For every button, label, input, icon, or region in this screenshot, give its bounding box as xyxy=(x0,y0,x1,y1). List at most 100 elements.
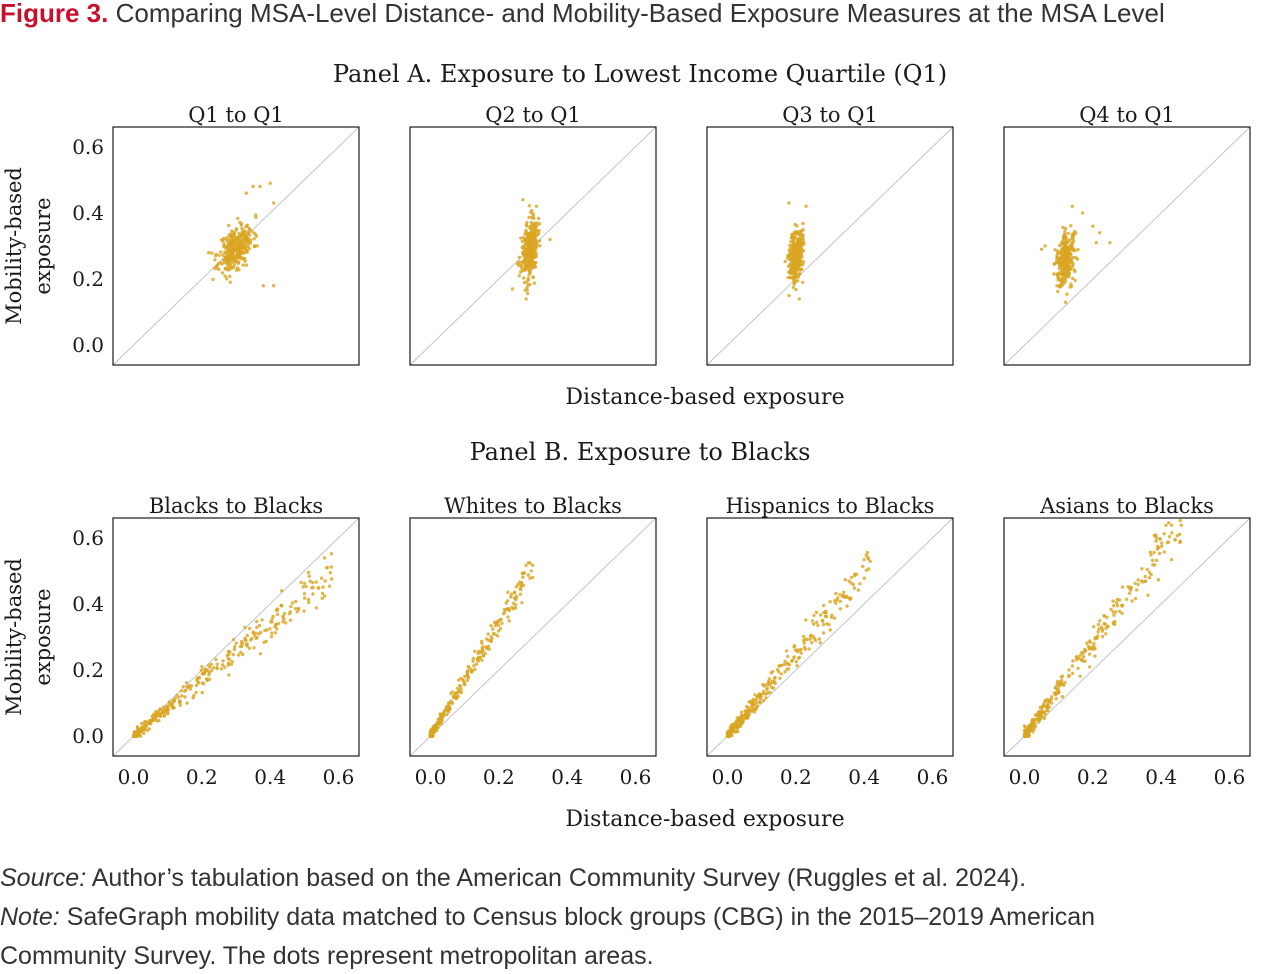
data-point xyxy=(802,641,806,645)
data-point xyxy=(465,678,469,682)
data-point xyxy=(852,586,857,590)
data-point xyxy=(1133,596,1138,601)
data-point xyxy=(732,727,736,731)
data-point xyxy=(1066,231,1070,236)
data-point xyxy=(223,256,227,260)
data-point xyxy=(172,698,176,703)
plot-frame xyxy=(112,126,360,366)
data-point xyxy=(1083,649,1087,653)
data-point xyxy=(153,716,157,721)
data-point xyxy=(241,652,245,657)
data-point xyxy=(1037,720,1041,724)
data-point xyxy=(1156,578,1161,582)
data-point xyxy=(729,730,733,735)
data-point xyxy=(1066,253,1070,257)
chart-title: Q2 to Q1 xyxy=(485,103,581,127)
data-point xyxy=(431,731,435,735)
plot-frame xyxy=(409,517,657,757)
data-point xyxy=(1178,540,1182,545)
data-point xyxy=(519,236,523,240)
data-point xyxy=(453,691,457,695)
data-point xyxy=(189,684,194,688)
data-point xyxy=(215,266,219,270)
data-point xyxy=(1062,235,1067,240)
data-point xyxy=(1169,557,1174,562)
data-point xyxy=(1059,279,1064,283)
x-tick-label: 0.6 xyxy=(917,765,949,789)
data-point xyxy=(288,618,293,622)
data-point xyxy=(144,719,148,724)
y-tick-label: 0.0 xyxy=(72,724,104,748)
data-point xyxy=(458,684,463,688)
data-point xyxy=(473,649,477,654)
diagonal-line xyxy=(1003,517,1251,757)
data-point xyxy=(227,652,231,657)
data-point xyxy=(1023,731,1028,735)
data-point xyxy=(1072,232,1076,236)
data-point xyxy=(279,603,283,607)
data-point xyxy=(321,585,325,589)
data-point xyxy=(230,229,234,233)
data-point xyxy=(816,623,820,628)
data-point xyxy=(1062,273,1066,277)
data-point xyxy=(241,263,245,267)
data-point xyxy=(825,622,829,626)
data-point xyxy=(1073,269,1077,274)
data-point xyxy=(518,580,522,584)
data-point xyxy=(302,609,306,613)
data-point xyxy=(845,604,849,608)
data-point xyxy=(784,649,789,653)
data-point xyxy=(747,708,751,712)
data-point xyxy=(1133,581,1137,585)
data-point xyxy=(790,658,794,663)
data-point xyxy=(1093,637,1097,641)
data-point xyxy=(526,283,530,287)
data-point xyxy=(232,237,236,241)
data-point xyxy=(221,238,225,243)
data-point xyxy=(531,563,535,567)
source-line: Source: Author’s tabulation based on the… xyxy=(0,864,1026,893)
data-point xyxy=(1111,610,1115,614)
data-point xyxy=(200,690,204,695)
data-point xyxy=(794,287,798,292)
data-point xyxy=(463,674,467,679)
data-point xyxy=(207,673,211,677)
data-point xyxy=(1067,266,1071,270)
data-point xyxy=(1065,272,1069,276)
data-point xyxy=(801,262,805,267)
data-point xyxy=(1027,724,1031,728)
data-point xyxy=(509,595,513,599)
data-point xyxy=(1092,641,1096,646)
data-point xyxy=(252,646,256,650)
data-point xyxy=(438,719,442,723)
chart-title: Whites to Blacks xyxy=(444,494,622,518)
data-point xyxy=(294,599,298,604)
data-point xyxy=(213,258,217,262)
data-point xyxy=(779,672,784,676)
data-point xyxy=(519,260,524,264)
data-point xyxy=(254,631,258,636)
data-point xyxy=(227,258,232,262)
data-point xyxy=(766,679,771,683)
data-point xyxy=(247,226,251,231)
data-point xyxy=(1080,211,1085,215)
data-point xyxy=(456,686,460,691)
data-point xyxy=(815,620,819,625)
data-point xyxy=(521,236,526,240)
data-point xyxy=(731,722,735,727)
data-point xyxy=(490,636,494,641)
data-point xyxy=(801,221,805,226)
data-point xyxy=(1145,567,1149,572)
data-point xyxy=(528,233,533,237)
data-point xyxy=(301,585,305,589)
data-point xyxy=(522,571,526,575)
data-point xyxy=(527,250,532,254)
data-point xyxy=(792,644,797,648)
data-point xyxy=(181,685,185,689)
data-point xyxy=(529,264,534,268)
data-point xyxy=(484,637,489,641)
data-point xyxy=(1071,659,1075,663)
data-point xyxy=(1057,271,1061,275)
data-point xyxy=(798,268,802,272)
data-point xyxy=(255,619,259,624)
